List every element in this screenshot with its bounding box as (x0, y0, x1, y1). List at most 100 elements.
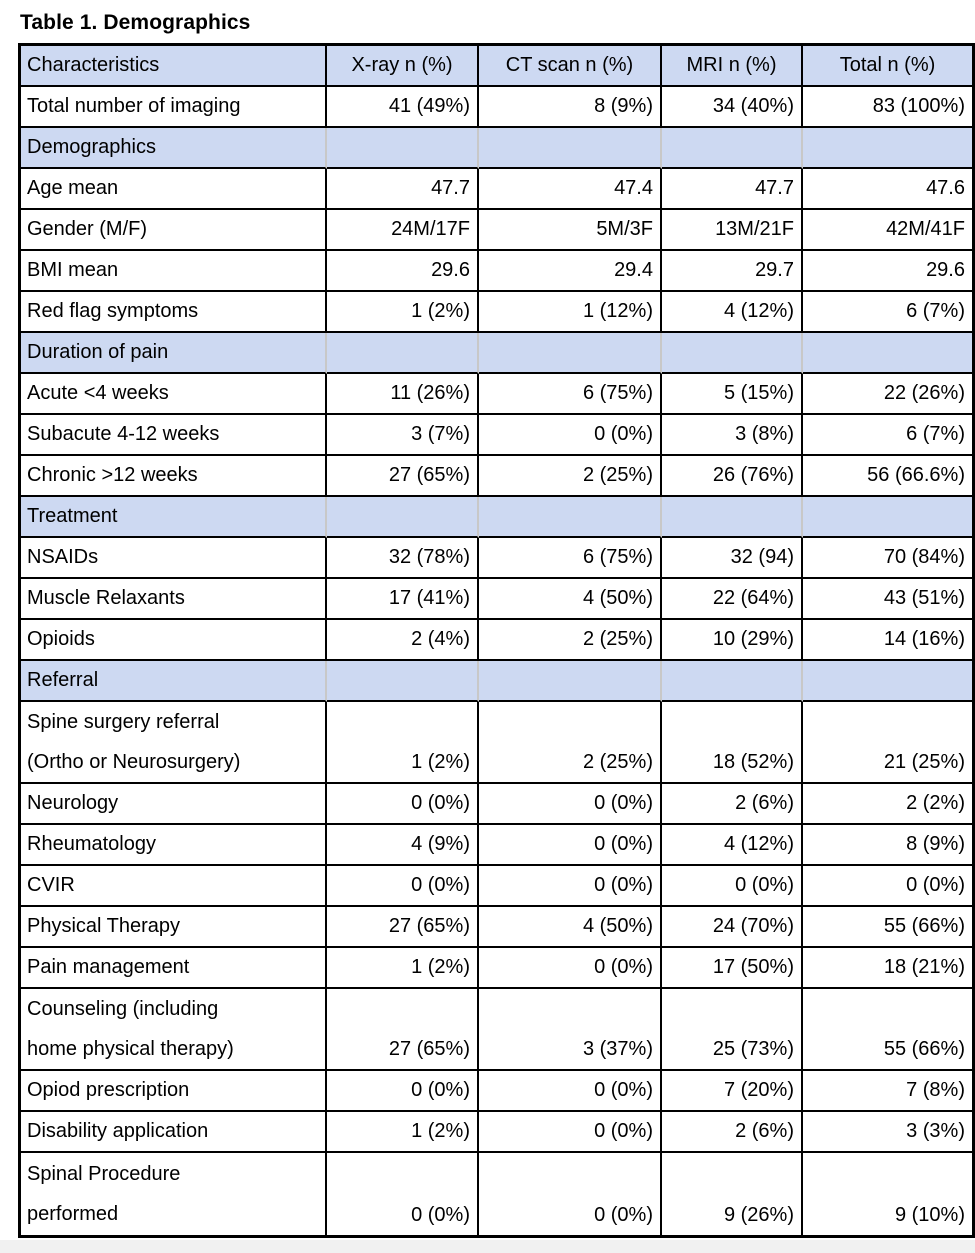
value-cell: 2 (2%) (803, 784, 972, 825)
section-empty-cell (479, 497, 662, 538)
value-cell: 27 (65%) (327, 456, 479, 497)
value-cell: 8 (9%) (803, 825, 972, 866)
value-cell: 6 (75%) (479, 374, 662, 415)
value-cell: 47.7 (662, 169, 803, 210)
value-cell: 21 (25%) (803, 702, 972, 784)
value-cell: 18 (21%) (803, 948, 972, 989)
row-label: BMI mean (21, 251, 327, 292)
column-header: MRI n (%) (662, 46, 803, 87)
value-cell: 32 (94) (662, 538, 803, 579)
value-cell: 55 (66%) (803, 989, 972, 1071)
demographics-table: Characteristics X-ray n (%) CT scan n (%) M… (18, 43, 975, 1238)
value-cell: 6 (7%) (803, 292, 972, 333)
value-cell: 2 (6%) (662, 784, 803, 825)
section-empty-cell (803, 333, 972, 374)
value-cell: 0 (0%) (327, 1153, 479, 1235)
section-row: Demographics (21, 128, 972, 169)
value-cell: 34 (40%) (662, 87, 803, 128)
value-cell: 4 (12%) (662, 292, 803, 333)
row-label: Spine surgery referral (Ortho or Neurosur… (21, 702, 327, 784)
value-cell: 0 (0%) (479, 415, 662, 456)
value-cell: 41 (49%) (327, 87, 479, 128)
section-empty-cell (662, 661, 803, 702)
section-empty-cell (662, 497, 803, 538)
value-cell: 26 (76%) (662, 456, 803, 497)
value-cell: 2 (6%) (662, 1112, 803, 1153)
section-row: Duration of pain (21, 333, 972, 374)
header-row: Characteristics X-ray n (%) CT scan n (%) M… (21, 46, 972, 87)
section-row: Referral (21, 661, 972, 702)
section-empty-cell (327, 333, 479, 374)
value-cell: 22 (26%) (803, 374, 972, 415)
row-label: Disability application (21, 1112, 327, 1153)
value-cell: 47.7 (327, 169, 479, 210)
row-label: Pain management (21, 948, 327, 989)
value-cell: 29.7 (662, 251, 803, 292)
value-cell: 55 (66%) (803, 907, 972, 948)
value-cell: 1 (2%) (327, 948, 479, 989)
section-empty-cell (479, 128, 662, 169)
row-label: Neurology (21, 784, 327, 825)
value-cell: 0 (0%) (479, 1071, 662, 1112)
value-cell: 14 (16%) (803, 620, 972, 661)
value-cell: 2 (4%) (327, 620, 479, 661)
table-row: Muscle Relaxants 17 (41%) 4 (50%) 22 (64%) 4… (21, 579, 972, 620)
table-row: Disability application 1 (2%) 0 (0%) 2 (6%)… (21, 1112, 972, 1153)
row-label: Acute <4 weeks (21, 374, 327, 415)
row-label-line: (Ortho or Neurosurgery) (27, 751, 241, 773)
row-label-line: Spine surgery referral (27, 711, 220, 733)
value-cell: 4 (50%) (479, 579, 662, 620)
table-row: Opiod prescription 0 (0%) 0 (0%) 7 (20%) 7 (… (21, 1071, 972, 1112)
table-row: Pain management 1 (2%) 0 (0%) 17 (50%) 18 (2… (21, 948, 972, 989)
value-cell: 27 (65%) (327, 907, 479, 948)
row-label-line: home physical therapy) (27, 1038, 234, 1060)
value-cell: 0 (0%) (479, 784, 662, 825)
section-empty-cell (803, 661, 972, 702)
value-cell: 32 (78%) (327, 538, 479, 579)
value-cell: 83 (100%) (803, 87, 972, 128)
section-row: Treatment (21, 497, 972, 538)
section-empty-cell (327, 128, 479, 169)
value-cell: 2 (25%) (479, 702, 662, 784)
value-cell: 1 (2%) (327, 1112, 479, 1153)
row-label: NSAIDs (21, 538, 327, 579)
value-cell: 6 (7%) (803, 415, 972, 456)
row-label: Red flag symptoms (21, 292, 327, 333)
value-cell: 0 (0%) (803, 866, 972, 907)
value-cell: 0 (0%) (479, 948, 662, 989)
section-empty-cell (479, 661, 662, 702)
table-row: Spine surgery referral (Ortho or Neurosur… (21, 702, 972, 784)
table-row: Opioids 2 (4%) 2 (25%) 10 (29%) 14 (16%) (21, 620, 972, 661)
section-label: Treatment (21, 497, 327, 538)
value-cell: 3 (8%) (662, 415, 803, 456)
value-cell: 8 (9%) (479, 87, 662, 128)
value-cell: 1 (2%) (327, 292, 479, 333)
value-cell: 11 (26%) (327, 374, 479, 415)
section-empty-cell (803, 128, 972, 169)
section-label: Duration of pain (21, 333, 327, 374)
value-cell: 22 (64%) (662, 579, 803, 620)
table-row: Gender (M/F) 24M/17F 5M/3F 13M/21F 42M/41F (21, 210, 972, 251)
table-row: CVIR 0 (0%) 0 (0%) 0 (0%) 0 (0%) (21, 866, 972, 907)
section-empty-cell (662, 128, 803, 169)
value-cell: 24M/17F (327, 210, 479, 251)
row-label-line: Counseling (including (27, 998, 219, 1020)
value-cell: 0 (0%) (327, 1071, 479, 1112)
value-cell: 0 (0%) (479, 1153, 662, 1235)
value-cell: 0 (0%) (327, 784, 479, 825)
column-header: CT scan n (%) (479, 46, 662, 87)
page-title: Table 1. Demographics (20, 11, 251, 34)
value-cell: 5 (15%) (662, 374, 803, 415)
table-row: BMI mean 29.6 29.4 29.7 29.6 (21, 251, 972, 292)
section-empty-cell (479, 333, 662, 374)
column-header: X-ray n (%) (327, 46, 479, 87)
value-cell: 10 (29%) (662, 620, 803, 661)
value-cell: 3 (3%) (803, 1112, 972, 1153)
value-cell: 5M/3F (479, 210, 662, 251)
row-label: Subacute 4-12 weeks (21, 415, 327, 456)
value-cell: 18 (52%) (662, 702, 803, 784)
row-label: Chronic >12 weeks (21, 456, 327, 497)
table-row: Red flag symptoms 1 (2%) 1 (12%) 4 (12%) 6 (… (21, 292, 972, 333)
row-label: Opioids (21, 620, 327, 661)
